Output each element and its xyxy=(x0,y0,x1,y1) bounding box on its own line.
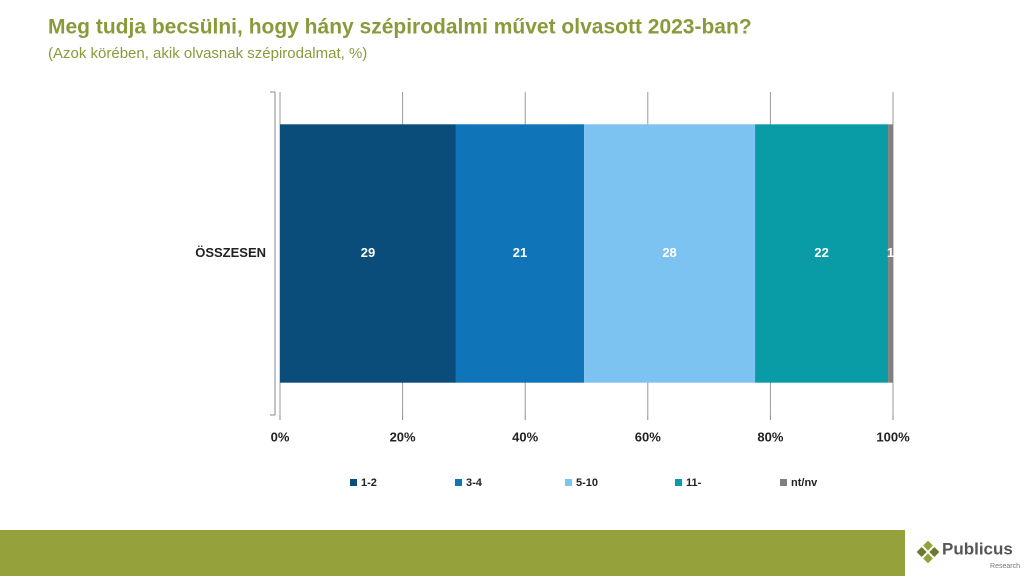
logo-text: Publicus xyxy=(942,539,1013,558)
legend-label: nt/nv xyxy=(791,477,818,489)
chart-subtitle: (Azok körében, akik olvasnak szépirodalm… xyxy=(48,45,367,62)
logo-icon xyxy=(916,540,940,564)
x-tick-label: 80% xyxy=(757,429,783,444)
legend-swatch xyxy=(675,479,682,486)
chart-title: Meg tudja becsülni, hogy hány szépirodal… xyxy=(48,16,752,39)
bar-segment xyxy=(755,124,889,383)
bar-segment xyxy=(280,124,456,383)
logo-subtext: Research xyxy=(990,563,1020,570)
value-label: 21 xyxy=(513,245,527,260)
legend-swatch xyxy=(780,479,787,486)
value-label: 1 xyxy=(887,245,894,260)
bar-segment xyxy=(455,124,585,383)
value-label: 29 xyxy=(361,245,375,260)
x-tick-label: 20% xyxy=(390,429,416,444)
bar-segment xyxy=(584,124,756,383)
x-tick-label: 40% xyxy=(512,429,538,444)
legend-label: 5-10 xyxy=(576,477,598,489)
value-label: 22 xyxy=(814,245,828,260)
x-tick-label: 0% xyxy=(271,429,290,444)
y-tick-label: ÖSSZESEN xyxy=(195,245,266,260)
legend-swatch xyxy=(565,479,572,486)
x-tick-label: 60% xyxy=(635,429,661,444)
bar-segment xyxy=(888,124,893,383)
x-tick-label: 100% xyxy=(876,429,910,444)
footer-band xyxy=(0,530,1024,576)
value-label: 28 xyxy=(662,245,676,260)
legend-label: 3-4 xyxy=(466,477,483,489)
legend-swatch xyxy=(455,479,462,486)
legend-swatch xyxy=(350,479,357,486)
legend-label: 1-2 xyxy=(361,477,377,489)
legend-label: 11- xyxy=(686,477,702,489)
